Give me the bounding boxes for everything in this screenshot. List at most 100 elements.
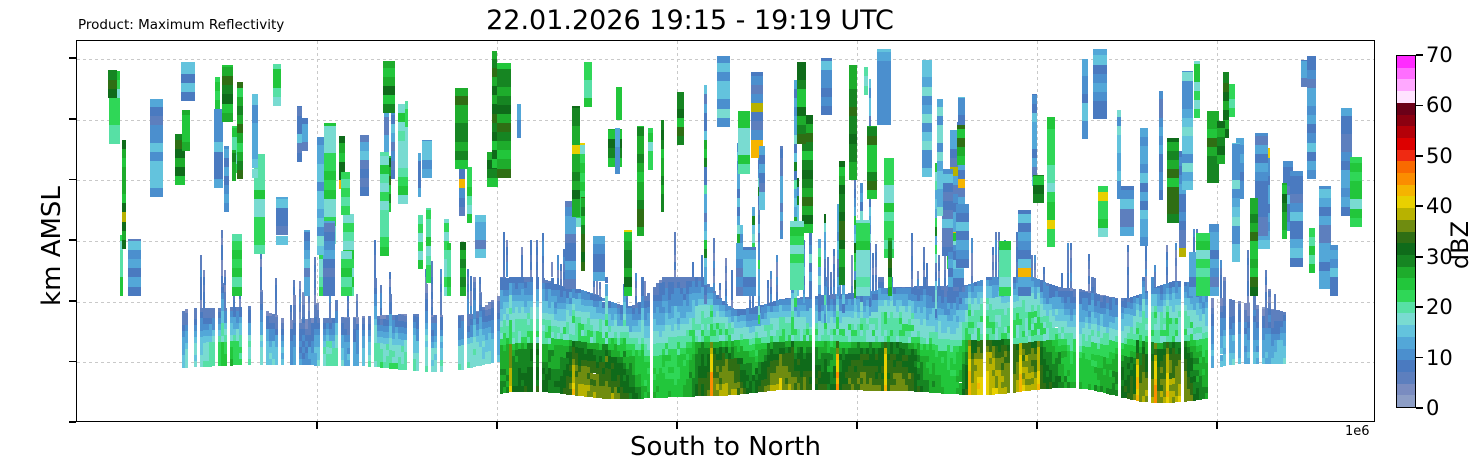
reflectivity-cell (605, 344, 608, 351)
reflectivity-cell (995, 315, 998, 322)
reflectivity-cell (620, 338, 623, 345)
reflectivity-cell (761, 343, 764, 350)
reflectivity-cell (524, 349, 527, 356)
reflectivity-cell (221, 305, 224, 312)
reflectivity-cell (845, 353, 848, 360)
reflectivity-cell (1013, 295, 1016, 302)
reflectivity-cell (536, 373, 539, 380)
reflectivity-cell (308, 323, 311, 330)
reflectivity-cell (758, 232, 760, 242)
reflectivity-cell (707, 378, 710, 385)
reflectivity-cell (224, 359, 227, 366)
reflectivity-cell (356, 317, 359, 324)
reflectivity-cell (719, 383, 722, 390)
reflectivity-cell (527, 312, 530, 319)
reflectivity-cell (353, 353, 356, 360)
reflectivity-cell (599, 386, 602, 393)
reflectivity-cell (440, 314, 443, 318)
reflectivity-cell (659, 373, 662, 380)
reflectivity-cell (614, 308, 617, 315)
reflectivity-cell (842, 295, 846, 305)
reflectivity-cell (596, 319, 599, 326)
reflectivity-cell (746, 363, 749, 370)
reflectivity-cell (941, 308, 944, 315)
reflectivity-cell (788, 365, 791, 372)
reflectivity-cell (1028, 366, 1031, 373)
reflectivity-cell (968, 358, 971, 365)
reflectivity-cell (554, 290, 557, 297)
reflectivity-cell (233, 322, 236, 330)
reflectivity-cell (272, 352, 275, 359)
reflectivity-cell (848, 293, 851, 300)
reflectivity-cell (902, 312, 905, 319)
reflectivity-cell (902, 306, 905, 313)
reflectivity-cell (515, 331, 518, 338)
reflectivity-cell (653, 343, 656, 350)
reflectivity-cell (536, 254, 538, 263)
reflectivity-cell (794, 134, 798, 144)
reflectivity-cell (938, 344, 941, 351)
reflectivity-cell (611, 302, 614, 309)
reflectivity-cell (599, 367, 602, 375)
reflectivity-cell (1004, 363, 1007, 370)
reflectivity-cell (440, 276, 442, 285)
reflectivity-cell (896, 354, 899, 361)
reflectivity-cell (686, 311, 689, 318)
reflectivity-cell (830, 271, 832, 280)
reflectivity-cell (848, 305, 851, 312)
reflectivity-cell (710, 353, 713, 360)
reflectivity-cell (557, 308, 560, 315)
reflectivity-cell (1019, 337, 1022, 344)
reflectivity-cell (908, 324, 911, 331)
reflectivity-cell (857, 366, 860, 373)
reflectivity-cell (272, 314, 275, 317)
reflectivity-cell (953, 351, 956, 358)
reflectivity-cell (797, 186, 799, 196)
reflectivity-cell (1025, 318, 1028, 325)
reflectivity-cell (509, 325, 512, 332)
reflectivity-cell (665, 288, 668, 295)
reflectivity-cell (860, 384, 863, 391)
reflectivity-cell (596, 355, 599, 362)
reflectivity-cell (803, 347, 806, 354)
reflectivity-cell (551, 374, 554, 381)
reflectivity-cell (290, 359, 293, 366)
reflectivity-cell (926, 301, 929, 308)
reflectivity-cell (314, 341, 317, 348)
reflectivity-cell (707, 287, 710, 294)
reflectivity-cell (704, 366, 707, 373)
reflectivity-cell (1025, 385, 1028, 392)
reflectivity-cell (953, 376, 956, 383)
reflectivity-cell (548, 338, 551, 345)
reflectivity-cell (1070, 273, 1072, 281)
reflectivity-cell (209, 336, 212, 343)
reflectivity-cell (692, 341, 695, 349)
reflectivity-cell (605, 392, 608, 399)
reflectivity-cell (998, 321, 1001, 328)
reflectivity-cell (395, 351, 398, 358)
reflectivity-cell (713, 384, 716, 391)
reflectivity-cell (500, 308, 503, 315)
reflectivity-cell (248, 352, 251, 359)
reflectivity-cell (710, 347, 713, 354)
reflectivity-cell (977, 310, 980, 317)
reflectivity-cell (260, 346, 263, 353)
reflectivity-cell (638, 392, 641, 399)
reflectivity-cell (956, 376, 959, 383)
reflectivity-cell (272, 346, 275, 353)
reflectivity-cell (260, 340, 263, 347)
reflectivity-cell (761, 307, 764, 314)
reflectivity-cell (821, 295, 824, 299)
reflectivity-cell (815, 298, 818, 305)
reflectivity-cell (824, 268, 826, 278)
reflectivity-cell (977, 358, 980, 365)
reflectivity-cell (908, 354, 911, 361)
reflectivity-cell (863, 342, 866, 349)
reflectivity-cell (404, 364, 407, 371)
reflectivity-cell (479, 329, 482, 336)
reflectivity-cell (644, 301, 647, 308)
reflectivity-cell (854, 216, 856, 226)
reflectivity-cell (758, 250, 760, 261)
reflectivity-cell (770, 348, 773, 355)
reflectivity-cell (863, 378, 866, 385)
